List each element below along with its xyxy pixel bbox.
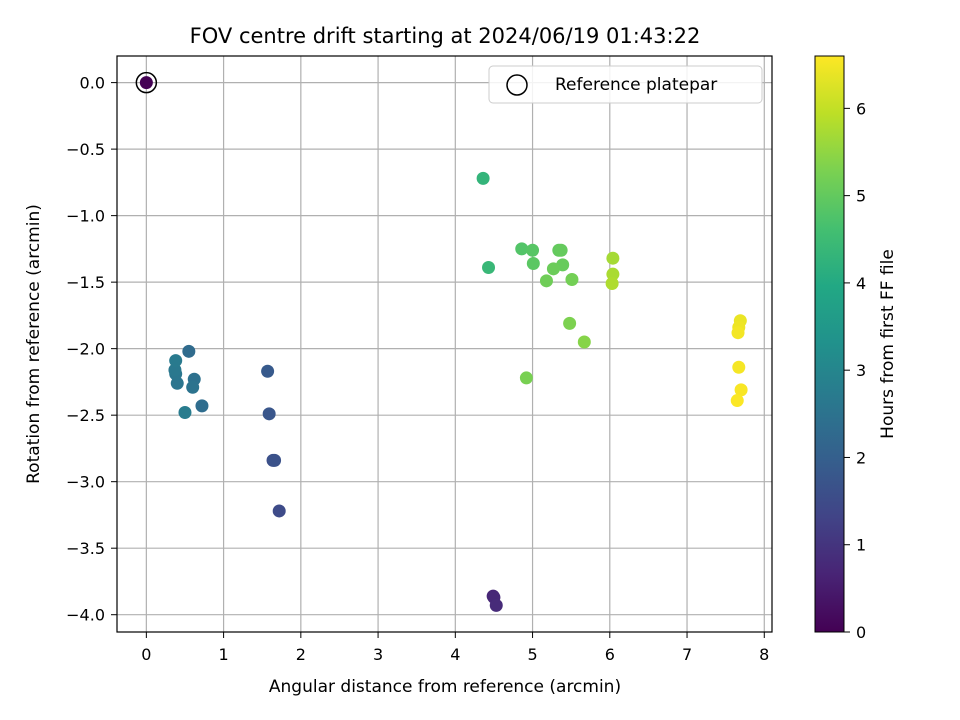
colorbar-label: Hours from first FF file [878, 249, 898, 439]
y-tick-label-8: −4.0 [66, 606, 105, 625]
data-point-20 [515, 242, 529, 256]
data-point-7 [262, 407, 276, 421]
y-tick-label-1: −0.5 [66, 140, 105, 159]
data-point-28 [565, 272, 579, 286]
chart-title: FOV centre drift starting at 2024/06/19 … [190, 24, 701, 48]
legend-marker [506, 74, 528, 96]
reference-marker [135, 71, 158, 94]
y-tick-label-0: 0.0 [80, 74, 105, 93]
data-point-22 [526, 257, 540, 271]
colorbar-tick-label-1: 1 [856, 536, 866, 555]
data-point-12 [186, 380, 200, 394]
data-point-8 [261, 364, 275, 378]
data-point-17 [178, 406, 192, 420]
legend: Reference platepar [488, 65, 763, 104]
data-point-29 [519, 371, 533, 385]
data-point-3 [489, 598, 503, 612]
data-point-31 [577, 335, 591, 349]
y-axis: 0.0 −0.5 −1.0 −1.5 −2.0 −2.5 −3.0 −3.5 −4.0 [66, 74, 117, 625]
data-point-9 [182, 344, 196, 358]
colorbar: 0 1 2 3 4 5 6 Hours from first FF file [814, 55, 898, 642]
y-tick-label-5: −2.5 [66, 406, 105, 425]
data-point-34 [605, 276, 619, 290]
y-tick-label-2: −1.0 [66, 207, 105, 226]
data-point-27 [539, 274, 553, 288]
data-point-10 [195, 399, 209, 413]
data-point-39 [734, 383, 748, 397]
y-axis-label: Rotation from reference (arcmin) [24, 204, 44, 484]
y-tick-label-7: −3.5 [66, 539, 105, 558]
plot-frame [116, 55, 773, 633]
y-tick-label-4: −2.0 [66, 340, 105, 359]
colorbar-tick-label-2: 2 [856, 448, 866, 467]
data-point-32 [606, 251, 620, 265]
y-tick-label-6: −3.0 [66, 473, 105, 492]
x-tick-label-1: 1 [218, 645, 228, 664]
x-tick-label-7: 7 [682, 645, 692, 664]
x-tick-label-0: 0 [141, 645, 151, 664]
data-point-24 [554, 243, 568, 257]
colorbar-tick-label-5: 5 [856, 187, 866, 206]
data-point-4 [272, 504, 286, 518]
data-point-6 [268, 453, 282, 467]
colorbar-tick-label-0: 0 [856, 623, 866, 642]
colorbar-ticks: 0 1 2 3 4 5 6 [844, 99, 866, 642]
legend-box [488, 65, 763, 104]
data-point-30 [563, 316, 577, 330]
data-point-18 [476, 171, 490, 185]
x-tick-label-6: 6 [605, 645, 615, 664]
x-tick-label-2: 2 [296, 645, 306, 664]
data-point-15 [168, 363, 182, 377]
data-point-38 [732, 360, 746, 374]
colorbar-gradient [814, 55, 845, 633]
data-point-26 [546, 262, 560, 276]
data-point-40 [730, 394, 744, 408]
data-point-19 [482, 261, 496, 275]
x-tick-label-3: 3 [373, 645, 383, 664]
data-point-37 [731, 326, 745, 340]
colorbar-tick-label-4: 4 [856, 274, 866, 293]
x-tick-label-8: 8 [759, 645, 769, 664]
colorbar-tick-label-3: 3 [856, 361, 866, 380]
data-points [135, 71, 748, 612]
data-point-33 [606, 267, 620, 281]
legend-entry-reference: Reference platepar [555, 75, 717, 95]
data-point-0 [139, 76, 153, 90]
x-tick-label-5: 5 [527, 645, 537, 664]
x-tick-label-4: 4 [450, 645, 460, 664]
grid [117, 56, 772, 632]
y-tick-label-3: −1.5 [66, 273, 105, 292]
x-axis: 0 1 2 3 4 5 6 7 8 [141, 632, 769, 664]
x-axis-label: Angular distance from reference (arcmin) [269, 677, 621, 697]
colorbar-tick-label-6: 6 [856, 99, 866, 118]
data-point-16 [169, 354, 183, 368]
data-point-21 [526, 243, 540, 257]
